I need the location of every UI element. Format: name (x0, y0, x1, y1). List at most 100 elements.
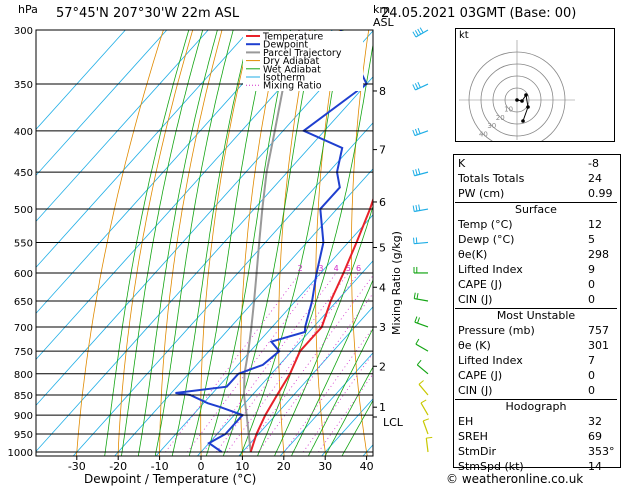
hodograph-point (524, 93, 528, 97)
surface-row: CIN (J) 0 (458, 293, 616, 308)
isotherm-line (36, 30, 126, 130)
dry-adiabat (76, 30, 164, 456)
hodograph-point (526, 105, 530, 109)
pressure-tick-label: 350 (14, 80, 33, 91)
index-value: 298 (588, 248, 609, 261)
surface-row: Temp (°C) 12 (458, 218, 616, 233)
wind-barb (425, 438, 429, 453)
height-tick-label: 6 (379, 196, 386, 209)
wind-barb-flag (412, 31, 417, 38)
index-row-k: K -8 (458, 157, 616, 172)
legend-box (243, 31, 363, 91)
unstable-section-title: Most Unstable (455, 308, 617, 324)
wind-barb-flag (415, 338, 420, 345)
wind-barb (414, 321, 429, 328)
index-label: PW (cm) (458, 187, 505, 200)
dry-adiabat (278, 30, 311, 456)
hodograph-ring-label: 10 (504, 105, 513, 113)
pressure-tick-label: 1000 (8, 448, 33, 459)
pressure-unit-label: hPa (18, 3, 38, 16)
isotherm-line (36, 30, 168, 176)
height-ref-label: ASL (373, 16, 394, 29)
wind-barb-flag (417, 168, 421, 175)
height-tick-label: 5 (379, 242, 386, 255)
wet-adiabat (205, 30, 292, 456)
index-value: -8 (588, 157, 599, 170)
height-unit-label: km (373, 3, 391, 16)
wind-barb (414, 297, 429, 302)
x-tick-label: 40 (360, 460, 374, 473)
index-label: StmSpd (kt) (458, 460, 524, 473)
index-label: CIN (J) (458, 293, 493, 306)
hodograph-ring-label: 40 (479, 131, 488, 139)
dry-adiabat (420, 6, 454, 469)
dry-adiabat (159, 30, 223, 456)
wind-barb-flag (415, 204, 418, 212)
pressure-tick-label: 600 (14, 269, 33, 280)
index-label: Totals Totals (458, 172, 525, 185)
isotherm-line (36, 30, 251, 268)
pressure-tick-label: 300 (14, 26, 33, 37)
surface-row: θe(K) 298 (458, 248, 616, 263)
isotherm-line (155, 214, 373, 456)
hodograph-ring-label: 30 (487, 122, 496, 130)
index-value: 9 (588, 263, 595, 276)
wind-barb-flag (420, 399, 427, 404)
index-label: CIN (J) (458, 384, 493, 397)
wind-barb-flag (414, 83, 419, 89)
wind-barb (422, 420, 429, 435)
mixing-ratio-line (302, 352, 373, 453)
unstable-row: Pressure (mb) 757 (458, 324, 616, 339)
index-value: 12 (588, 218, 602, 231)
wind-barb-flag (412, 205, 415, 212)
index-label: Dewp (°C) (458, 233, 515, 246)
pressure-tick-label: 700 (14, 323, 33, 334)
wind-barb-flag (412, 169, 415, 176)
indices-panel: K -8 Totals Totals 24 PW (cm) 0.99 Surface … (453, 154, 621, 473)
wet-adiabat (188, 30, 270, 456)
index-value: 14 (588, 460, 602, 473)
datetime-title: 24.05.2021 03GMT (Base: 00) (381, 6, 577, 21)
index-label: SREH (458, 430, 488, 443)
wind-barb-flag (417, 28, 422, 35)
unstable-row: θe (K) 301 (458, 339, 616, 354)
surface-row: CAPE (J) 0 (458, 278, 616, 293)
wet-adiabat (341, 399, 373, 456)
wind-barb-flag (418, 380, 424, 385)
parcel-trajectory-line (242, 30, 301, 453)
wet-adiabat (307, 327, 373, 456)
wet-adiabat (257, 42, 373, 456)
index-label: θe(K) (458, 248, 488, 261)
pressure-tick-label: 800 (14, 370, 33, 381)
dry-adiabat (117, 30, 194, 456)
pressure-tick-label: 450 (14, 168, 33, 179)
pressure-tick-label: 400 (14, 127, 33, 138)
index-value: 0 (588, 278, 595, 291)
wind-barb (414, 241, 429, 245)
pressure-tick-label: 650 (14, 297, 33, 308)
mixing-ratio-label: 25 (439, 264, 449, 273)
height-tick-label: 1 (379, 401, 386, 414)
wind-barb-flag (426, 436, 433, 439)
mixing-ratio-label: 5 (346, 264, 351, 273)
mixing-ratio-label: 6 (356, 264, 361, 273)
mixing-ratio-label: 4 (334, 264, 339, 273)
mixing-ratio-label: 20 (425, 264, 435, 273)
wind-barb-flag (417, 317, 420, 324)
index-value: 0 (588, 369, 595, 382)
wet-adiabat (324, 366, 373, 456)
mixing-ratio-axis-label: Mixing Ratio (g/kg) (390, 231, 403, 335)
index-label: StmDir (458, 445, 497, 458)
wet-adiabat (137, 30, 218, 456)
index-value: 757 (588, 324, 609, 337)
plot-frame (35, 29, 374, 457)
unstable-row: CAPE (J) 0 (458, 369, 616, 384)
index-value: 353° (588, 445, 615, 458)
wet-adiabat (154, 30, 234, 456)
wind-barb-flag (417, 81, 421, 88)
mixing-ratio-label: 2 (298, 264, 303, 273)
dewpoint-line (175, 30, 368, 453)
wet-adiabat (104, 30, 190, 456)
index-value: 69 (588, 430, 602, 443)
